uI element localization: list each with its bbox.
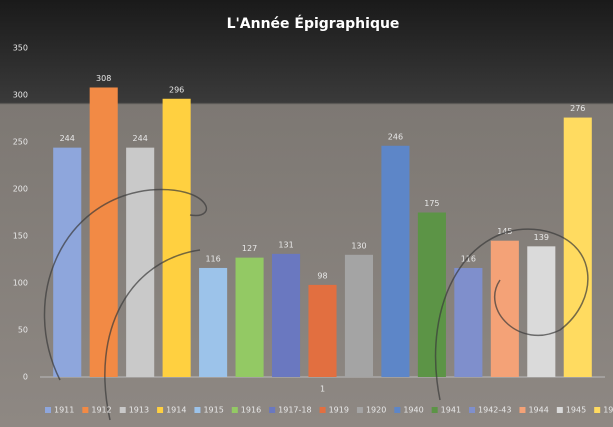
data-label: 175: [424, 199, 439, 208]
legend-label: 1917-18: [278, 406, 311, 415]
legend-swatch: [431, 407, 438, 413]
legend-swatch: [157, 407, 164, 413]
legend-label: 1941: [441, 406, 461, 415]
legend-swatch: [319, 407, 326, 413]
bar: [53, 147, 82, 377]
legend-label: 1915: [203, 406, 223, 415]
bar: [527, 246, 556, 377]
data-label: 308: [96, 74, 111, 83]
bar: [126, 147, 155, 377]
bar: [490, 240, 519, 377]
decoration: [43, 188, 208, 381]
legend-label: 1913: [129, 406, 149, 415]
bar: [563, 117, 592, 377]
data-label: 145: [497, 227, 512, 236]
chart-title: L'Année Épigraphique: [227, 15, 400, 32]
legend-swatch: [194, 407, 201, 413]
data-label: 116: [461, 254, 476, 263]
legend-swatch: [82, 407, 89, 413]
plot-area: 0 50 100 150 200 250 300 350 1 244 308 244 296 116 127…: [13, 44, 605, 394]
data-label: 127: [242, 244, 257, 253]
y-tick-label: 200: [13, 185, 28, 194]
legend-swatch: [556, 407, 563, 413]
data-label: 244: [60, 134, 75, 143]
legend-swatch: [469, 407, 476, 413]
data-label: 139: [534, 233, 549, 242]
legend: 1911 1912 1913 1914 1915 1916 1917-18 1919 1920 1…: [45, 406, 613, 415]
bar: [344, 254, 374, 377]
legend-swatch: [45, 407, 51, 413]
bar: [381, 145, 410, 377]
y-tick-label: 350: [13, 44, 28, 53]
data-label: 131: [278, 240, 293, 249]
legend-label: 1912: [91, 406, 111, 415]
legend-swatch: [119, 407, 126, 413]
bar: [308, 284, 337, 377]
data-label: 130: [351, 241, 366, 250]
legend-swatch: [356, 407, 363, 413]
decoration: [104, 249, 201, 421]
bar: [162, 98, 191, 377]
legend-label: 1946: [603, 406, 613, 415]
y-tick-label: 150: [13, 232, 28, 241]
legend-label: 1914: [166, 406, 186, 415]
y-tick-label: 250: [13, 138, 28, 147]
bar: [271, 253, 301, 377]
y-tick-label: 100: [13, 279, 28, 288]
data-label: 296: [169, 85, 184, 94]
bar: [417, 212, 446, 377]
legend-label: 1945: [566, 406, 586, 415]
legend-label: 1944: [528, 406, 548, 415]
x-tick-label: 1: [320, 385, 325, 394]
bar: [235, 257, 264, 377]
legend-label: 1916: [241, 406, 261, 415]
data-label: 244: [133, 134, 148, 143]
data-label: 276: [570, 104, 585, 113]
legend-label: 1940: [403, 406, 423, 415]
legend-swatch: [231, 407, 238, 413]
bar: [199, 267, 228, 377]
legend-swatch: [394, 407, 401, 413]
bar: [89, 87, 118, 377]
legend-label: 1942-43: [478, 406, 511, 415]
legend-label: 1911: [54, 406, 74, 415]
data-label: 98: [317, 271, 327, 280]
decoration: [434, 228, 589, 401]
data-label: 116: [205, 254, 220, 263]
data-label: 246: [388, 132, 403, 141]
legend-label: 1919: [329, 406, 349, 415]
legend-label: 1920: [366, 406, 386, 415]
legend-swatch: [519, 407, 526, 413]
y-tick-label: 0: [23, 373, 28, 382]
y-tick-label: 50: [18, 326, 28, 335]
legend-swatch: [594, 407, 601, 413]
bar: [454, 267, 483, 377]
legend-swatch: [269, 407, 276, 413]
y-tick-label: 300: [13, 91, 28, 100]
